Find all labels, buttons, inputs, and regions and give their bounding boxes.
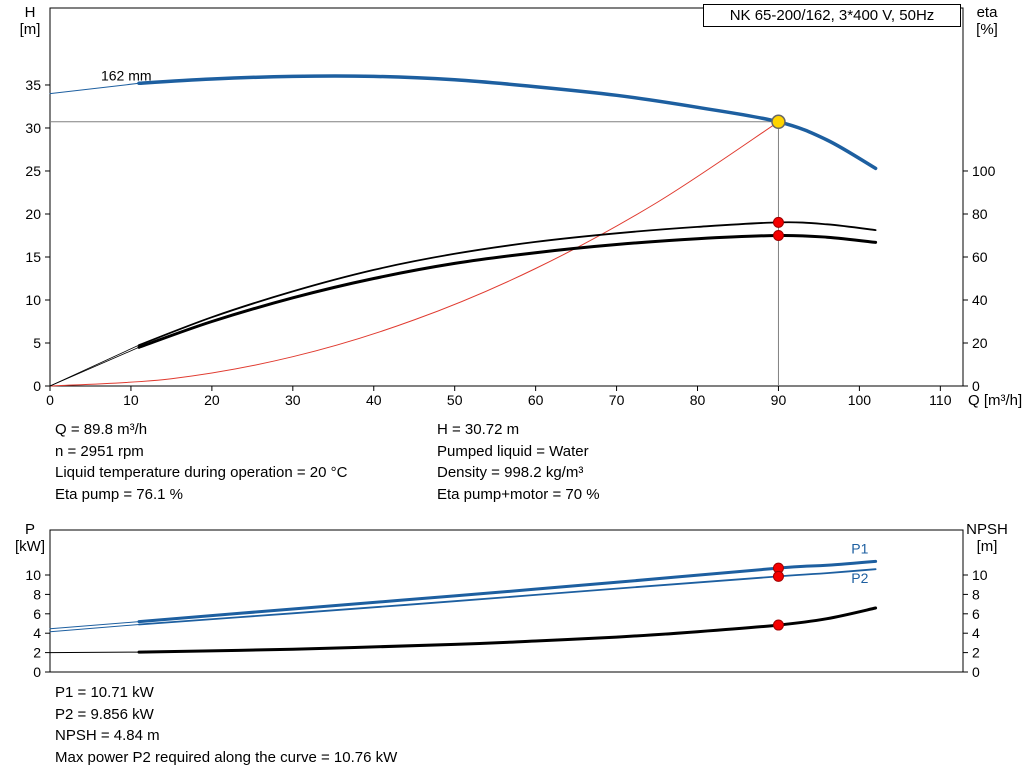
- p2-point: [772, 570, 784, 582]
- x-tick-label: 110: [929, 392, 952, 408]
- series-npsh-curve: [137, 606, 878, 654]
- y-right-tick-label: 0: [972, 378, 980, 394]
- duty-point-text-right: H = 30.72 m Pumped liquid = Water Densit…: [437, 419, 600, 506]
- y-right-tick-label: 20: [972, 335, 988, 351]
- hq-right-axis-label-line1: eta: [976, 4, 998, 21]
- hq-left-axis-label-line2: [m]: [19, 21, 41, 38]
- y-left-tick-label: 15: [25, 249, 41, 265]
- pump-title-box: NK 65-200/162, 3*400 V, 50Hz: [703, 4, 961, 27]
- annotation-p1: P1: [851, 541, 868, 557]
- x-tick-label: 20: [204, 392, 220, 408]
- y-left-tick-label: 2: [33, 645, 41, 661]
- power-npsh-text: P1 = 10.71 kW P2 = 9.856 kW NPSH = 4.84 …: [55, 682, 397, 769]
- duty-pumped-liquid-text: Pumped liquid = Water: [437, 442, 589, 460]
- y-right-tick-label: 100: [972, 163, 996, 179]
- max-power-text: Max power P2 required along the curve = …: [55, 749, 398, 767]
- npsh-right-axis-label-line1: NPSH: [966, 521, 1008, 538]
- y-left-tick-label: 4: [33, 625, 41, 641]
- hq-left-axis-label: H [m]: [0, 4, 60, 38]
- duty-liquid-temp-text: Liquid temperature during operation = 20…: [55, 464, 348, 482]
- npsh-right-axis-label-line2: [m]: [976, 538, 998, 555]
- p2-value-text: P2 = 9.856 kW: [55, 705, 154, 723]
- npsh-right-axis-label: NPSH [m]: [955, 521, 1019, 555]
- series-eta-pump-motor-curve: [137, 233, 878, 349]
- series-eta-pump-motor-lead-in: [49, 346, 140, 387]
- hq-right-axis-label: eta [%]: [957, 4, 1017, 38]
- duty-eta-pump-text: Eta pump = 76.1 %: [55, 486, 183, 504]
- annotation-p2: P2: [851, 570, 868, 586]
- duty-speed-text: n = 2951 rpm: [55, 442, 144, 460]
- hq-eta-chart: 0 10 20 30 40 50 60 70 80 90 100 110 0 5 10 15 20 25 30 35 0…: [25, 7, 996, 408]
- x-tick-label: 30: [285, 392, 301, 408]
- series-head-curve-lead-in: [49, 82, 140, 95]
- y-right-tick-label: 4: [972, 625, 980, 641]
- y-left-tick-label: 0: [33, 378, 41, 394]
- npsh-value-text: NPSH = 4.84 m: [55, 727, 160, 745]
- plot-frame: [49, 529, 964, 673]
- y-right-tick-label: 60: [972, 249, 988, 265]
- y-right-tick-label: 80: [972, 206, 988, 222]
- y-left-tick-label: 8: [33, 586, 41, 602]
- x-tick-label: 80: [690, 392, 706, 408]
- y-right-tick-label: 6: [972, 606, 980, 622]
- y-right-tick-label: 10: [972, 567, 988, 583]
- series-p2-curve: [138, 568, 877, 626]
- series-p1-lead-in: [49, 621, 140, 630]
- plot-frame: [49, 7, 964, 387]
- hq-right-axis-label-line2: [%]: [976, 21, 998, 38]
- power-npsh-chart: 0 2 4 6 8 10 0 2 4 6 8 10 P1 P2: [25, 529, 988, 680]
- annotation-162-mm: 162 mm: [101, 68, 152, 84]
- y-left-tick-label: 6: [33, 606, 41, 622]
- series-p1-curve: [137, 559, 878, 624]
- eta-pump-point: [772, 216, 784, 228]
- y-left-tick-label: 5: [33, 335, 41, 351]
- power-left-axis-label-line2: [kW]: [15, 538, 45, 555]
- y-left-tick-label: 35: [25, 77, 41, 93]
- y-left-tick-label: 25: [25, 163, 41, 179]
- series-system-curve: [49, 121, 779, 387]
- p1-value-text: P1 = 10.71 kW: [55, 684, 154, 701]
- npsh-point: [772, 619, 784, 631]
- x-tick-label: 0: [46, 392, 54, 408]
- power-left-axis-label-line1: P: [24, 521, 35, 538]
- y-left-tick-label: 10: [25, 292, 41, 308]
- y-right-tick-label: 2: [972, 645, 980, 661]
- x-tick-label: 100: [848, 392, 872, 408]
- duty-head-text: H = 30.72 m: [437, 421, 520, 438]
- y-left-tick-label: 20: [25, 206, 41, 222]
- y-right-tick-label: 8: [972, 586, 980, 602]
- duty-eta-pump-motor-text: Eta pump+motor = 70 %: [437, 486, 600, 504]
- duty-flow-text: Q = 89.8 m³/h: [55, 421, 148, 438]
- hq-left-axis-label-line1: H: [24, 4, 36, 21]
- series-npsh-lead-in: [49, 651, 140, 654]
- y-left-tick-label: 10: [25, 567, 41, 583]
- eta-pump-motor-point: [772, 229, 784, 241]
- y-right-tick-label: 40: [972, 292, 988, 308]
- duty-density-text: Density = 998.2 kg/m³: [437, 464, 584, 482]
- x-tick-label: 90: [771, 392, 787, 408]
- y-left-tick-label: 30: [25, 120, 41, 136]
- series-eta-pump-curve: [138, 221, 877, 346]
- x-tick-label: 10: [123, 392, 139, 408]
- x-tick-label: 70: [609, 392, 625, 408]
- y-left-tick-label: 0: [33, 664, 41, 680]
- x-tick-label: 40: [366, 392, 382, 408]
- power-left-axis-label: P [kW]: [0, 521, 60, 555]
- x-tick-label: 60: [528, 392, 544, 408]
- duty-point-text-left: Q = 89.8 m³/h n = 2951 rpm Liquid temper…: [55, 419, 347, 506]
- x-tick-label: 50: [447, 392, 463, 408]
- duty-point-marker[interactable]: [771, 114, 786, 130]
- series-p2-lead-in: [49, 624, 140, 633]
- hq-x-axis-label: Q [m³/h]: [968, 392, 1023, 409]
- y-right-tick-label: 0: [972, 664, 980, 680]
